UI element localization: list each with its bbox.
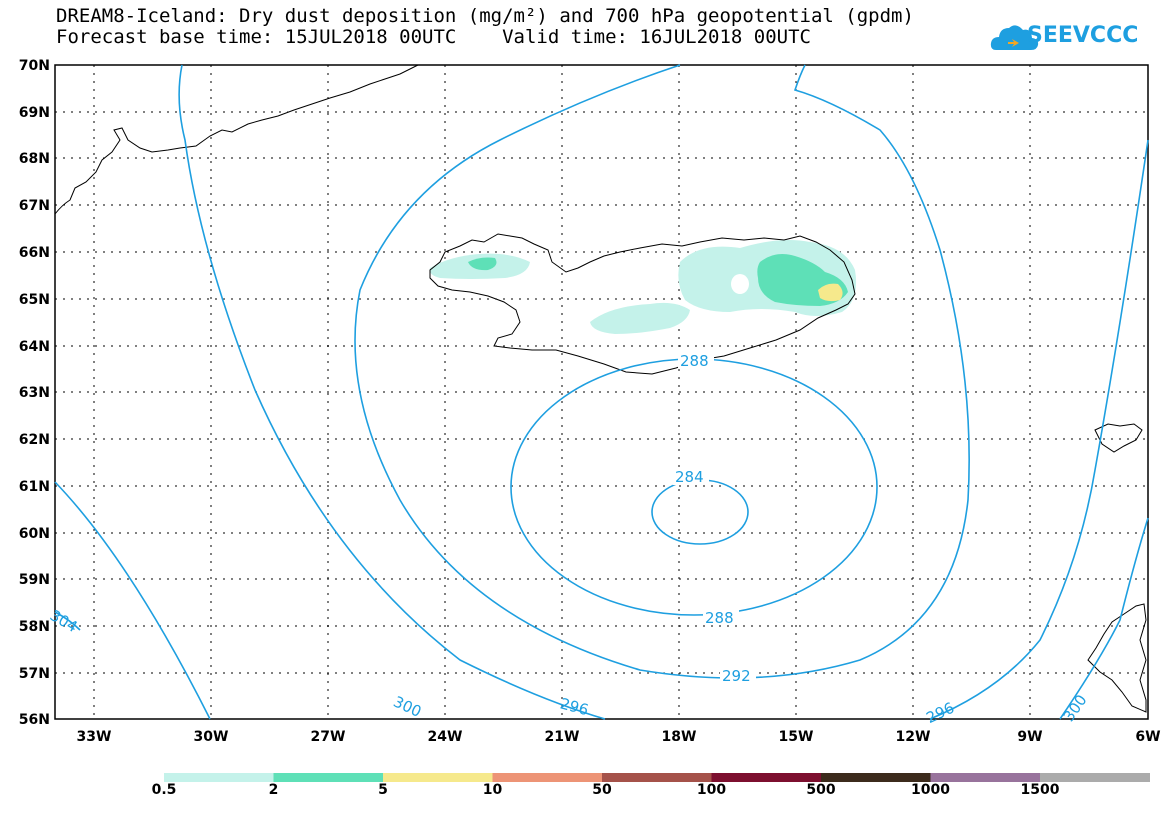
dust-area-medium-west (468, 257, 497, 271)
colorbar-label: 0.5 (151, 782, 177, 798)
contour-296-east (929, 139, 1149, 720)
contour-284 (651, 479, 749, 545)
lat-label: 69N (19, 105, 50, 121)
colorbar-label: 50 (592, 782, 612, 798)
lon-label: 9W (1017, 729, 1042, 745)
colorbar-label: 1000 (911, 782, 950, 798)
lat-labels: 70N 69N 68N 67N 66N 65N 64N 63N 62N 61N … (19, 58, 50, 728)
logo-text: SEEVCCC (1027, 23, 1139, 48)
gridlines (55, 65, 1148, 719)
iceland-coast (429, 233, 856, 375)
lat-label: 58N (19, 619, 50, 635)
colorbar-label: 1500 (1020, 782, 1060, 798)
colorbar-swatch (273, 773, 384, 782)
lon-label: 6W (1135, 729, 1160, 745)
contour-label-296-east: 296 (924, 699, 958, 727)
greenland-coast (54, 64, 419, 215)
lat-label: 68N (19, 151, 50, 167)
colorbar-swatch (930, 773, 1041, 782)
contour-label-296-west: 296 (558, 694, 590, 719)
contour-label-300-east: 300 (1060, 691, 1091, 725)
colorbar-swatch (711, 773, 822, 782)
faroe-coast (1094, 423, 1143, 453)
lon-label: 24W (428, 729, 463, 745)
contour-292 (354, 64, 970, 679)
lon-label: 30W (194, 729, 229, 745)
colorbar-swatch (1040, 773, 1150, 782)
contour-labels: 288 284 288 292 296 300 304 296 300 (47, 352, 1091, 727)
colorbar-label: 10 (482, 782, 503, 798)
dust-area-yellow (818, 283, 843, 302)
contour-label-292: 292 (722, 667, 751, 685)
lon-label: 18W (662, 729, 697, 745)
dust-deposition-shading (429, 240, 857, 334)
lat-label: 56N (19, 712, 50, 728)
contour-label-288-north: 288 (680, 352, 709, 370)
colorbar-label: 500 (806, 782, 836, 798)
colorbar-label: 100 (696, 782, 727, 798)
contour-288 (510, 358, 878, 616)
cloud-icon (990, 25, 1039, 50)
lon-label: 12W (896, 729, 931, 745)
scotland-coast (1087, 603, 1147, 713)
contour-label-284: 284 (675, 468, 704, 486)
contour-296-west (178, 64, 606, 720)
lat-label: 65N (19, 292, 50, 308)
lat-label: 59N (19, 572, 50, 588)
lat-label: 63N (19, 385, 50, 401)
title-line-1: DREAM8-Iceland: Dry dust deposition (mg/… (56, 5, 914, 27)
coastlines (54, 64, 1147, 713)
dust-area-light-south (590, 302, 690, 334)
lat-label: 67N (19, 198, 50, 214)
colorbar-swatch (383, 773, 493, 782)
colorbar-swatch (164, 773, 274, 782)
colorbar (164, 773, 1150, 782)
lon-label: 21W (545, 729, 580, 745)
colorbar-swatch (821, 773, 931, 782)
lat-label: 66N (19, 245, 50, 261)
contour-label-300-west: 300 (391, 693, 425, 721)
dust-hole (731, 274, 749, 294)
lat-label: 61N (19, 479, 50, 495)
lat-label: 62N (19, 432, 50, 448)
lat-label: 64N (19, 339, 50, 355)
geopotential-contours (54, 64, 1149, 720)
contour-300-east (1059, 517, 1149, 720)
contour-300-west (54, 481, 211, 720)
contour-label-304: 304 (47, 606, 81, 636)
title-line-2: Forecast base time: 15JUL2018 00UTC Vali… (56, 26, 811, 48)
lon-label: 33W (77, 729, 112, 745)
colorbar-label: 5 (378, 782, 388, 798)
lat-label: 60N (19, 526, 50, 542)
contour-304 (54, 611, 81, 631)
lat-label: 70N (19, 58, 50, 74)
lon-labels: 33W 30W 27W 24W 21W 18W 15W 12W 9W 6W (77, 729, 1161, 745)
contour-label-288-south: 288 (705, 609, 734, 627)
colorbar-swatch (602, 773, 712, 782)
colorbar-swatch (492, 773, 603, 782)
colorbar-label: 2 (268, 782, 279, 798)
lon-label: 15W (779, 729, 814, 745)
lon-label: 27W (311, 729, 346, 745)
lat-label: 57N (19, 666, 50, 682)
